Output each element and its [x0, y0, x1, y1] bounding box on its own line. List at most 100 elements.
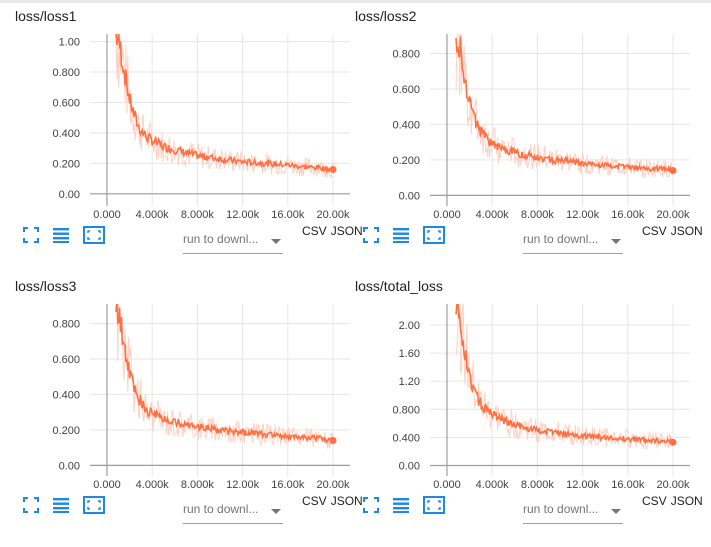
line-chart-plot[interactable]: 0.00 0.400 0.800 1.20 1.60 2.00 0.000 4.000k 8.0… [355, 298, 700, 490]
y-tick-label: 0.400 [52, 128, 80, 140]
fit-to-data-icon[interactable] [22, 226, 40, 244]
download-links: CSV JSON [302, 494, 363, 508]
run-to-download-select[interactable]: run to downl... [523, 500, 638, 524]
y-tick-label: 0.200 [392, 155, 420, 167]
raw-series-line [115, 35, 334, 179]
y-tick-label: 1.60 [399, 348, 420, 360]
toggle-y-log-icon[interactable] [392, 226, 410, 244]
raw-series-line [455, 34, 674, 179]
x-tick-label: 8.000k [181, 209, 215, 220]
chart-card-loss2: loss/loss2 0.00 0.200 0.400 0.600 0.800 0.000… [355, 0, 703, 270]
chart-card-loss3: loss/loss3 0.00 0.200 0.400 0.600 0.800 0.000… [15, 270, 363, 540]
y-tick-label: 0.200 [52, 158, 80, 170]
chart-toolbar: run to downl... CSV JSON [355, 224, 703, 264]
download-links: CSV JSON [302, 224, 363, 238]
y-tick-label: 0.00 [59, 460, 80, 472]
chart-title: loss/total_loss [355, 278, 443, 294]
last-point-marker [329, 437, 337, 445]
json-download-link[interactable]: JSON [670, 224, 703, 238]
fit-to-data-icon[interactable] [362, 496, 380, 514]
toggle-y-log-icon[interactable] [52, 226, 70, 244]
x-tick-label: 8.000k [521, 209, 555, 220]
run-select-value: run to downl... [183, 502, 259, 516]
y-tick-label: 0.400 [392, 432, 420, 444]
y-tick-label: 0.600 [392, 84, 420, 96]
json-download-link[interactable]: JSON [330, 224, 363, 238]
line-chart-plot[interactable]: 0.00 0.200 0.400 0.600 0.800 1.00 0.000 4.000k 8… [15, 28, 360, 220]
line-chart-plot[interactable]: 0.00 0.200 0.400 0.600 0.800 0.000 4.000k 8.000… [15, 298, 360, 490]
run-to-download-select[interactable]: run to downl... [523, 230, 638, 254]
smoothed-series-line [455, 36, 674, 175]
fit-to-data-icon[interactable] [362, 226, 380, 244]
x-tick-label: 4.000k [476, 209, 510, 220]
last-point-marker [669, 438, 677, 446]
x-tick-label: 0.000 [93, 209, 121, 220]
y-tick-label: 0.600 [52, 97, 80, 109]
expand-chart-icon[interactable] [83, 496, 105, 514]
y-tick-label: 0.800 [392, 49, 420, 61]
x-tick-label: 0.000 [433, 479, 461, 490]
series-group [115, 304, 334, 449]
y-tick-label: 1.20 [399, 376, 420, 388]
run-to-download-select[interactable]: run to downl... [183, 500, 298, 524]
last-point-marker [669, 167, 677, 175]
series-group [115, 34, 334, 179]
download-links: CSV JSON [642, 224, 703, 238]
chart-toolbar: run to downl... CSV JSON [15, 224, 363, 264]
x-tick-label: 0.000 [93, 479, 121, 490]
x-tick-label: 8.000k [181, 479, 215, 490]
select-underline [523, 523, 623, 524]
json-download-link[interactable]: JSON [330, 494, 363, 508]
x-tick-label: 20.00k [657, 209, 691, 220]
csv-download-link[interactable]: CSV [642, 494, 667, 508]
toggle-y-log-icon[interactable] [52, 496, 70, 514]
run-select-value: run to downl... [523, 502, 599, 516]
x-tick-label: 12.00k [566, 209, 600, 220]
smoothed-series-line [115, 34, 334, 174]
csv-download-link[interactable]: CSV [642, 224, 667, 238]
x-tick-label: 12.00k [226, 209, 260, 220]
expand-chart-icon[interactable] [423, 226, 445, 244]
json-download-link[interactable]: JSON [670, 494, 703, 508]
x-tick-label: 16.00k [271, 209, 305, 220]
chart-title: loss/loss2 [355, 8, 417, 24]
csv-download-link[interactable]: CSV [302, 494, 327, 508]
select-underline [523, 253, 623, 254]
chart-toolbar: run to downl... CSV JSON [15, 494, 363, 534]
x-tick-label: 12.00k [226, 479, 260, 490]
y-tick-label: 0.600 [52, 354, 80, 366]
dropdown-arrow-icon [611, 509, 621, 514]
chart-title: loss/loss3 [15, 278, 77, 294]
y-tick-label: 0.200 [52, 425, 80, 437]
expand-chart-icon[interactable] [423, 496, 445, 514]
y-tick-label: 0.800 [392, 404, 420, 416]
x-tick-label: 20.00k [657, 479, 691, 490]
line-chart-plot[interactable]: 0.00 0.200 0.400 0.600 0.800 0.000 4.000k 8.000… [355, 28, 700, 220]
x-tick-label: 16.00k [611, 479, 645, 490]
top-divider [0, 0, 711, 3]
last-point-marker [329, 165, 337, 173]
y-tick-label: 0.800 [52, 319, 80, 331]
fit-to-data-icon[interactable] [22, 496, 40, 514]
run-to-download-select[interactable]: run to downl... [183, 230, 298, 254]
x-tick-label: 16.00k [611, 209, 645, 220]
x-tick-label: 4.000k [136, 209, 170, 220]
y-tick-label: 0.400 [52, 389, 80, 401]
y-tick-label: 0.00 [59, 189, 80, 201]
csv-download-link[interactable]: CSV [302, 224, 327, 238]
chart-title: loss/loss1 [15, 8, 77, 24]
y-tick-label: 0.00 [399, 190, 420, 202]
x-tick-label: 0.000 [433, 209, 461, 220]
x-tick-label: 20.00k [317, 209, 351, 220]
raw-series-line [116, 304, 334, 449]
toggle-y-log-icon[interactable] [392, 496, 410, 514]
download-links: CSV JSON [642, 494, 703, 508]
raw-series-line [455, 304, 674, 450]
x-tick-label: 4.000k [136, 479, 170, 490]
select-underline [183, 253, 283, 254]
x-tick-label: 12.00k [566, 479, 600, 490]
expand-chart-icon[interactable] [83, 226, 105, 244]
y-tick-label: 1.00 [59, 37, 80, 49]
chart-toolbar: run to downl... CSV JSON [355, 494, 703, 534]
dropdown-arrow-icon [271, 239, 281, 244]
